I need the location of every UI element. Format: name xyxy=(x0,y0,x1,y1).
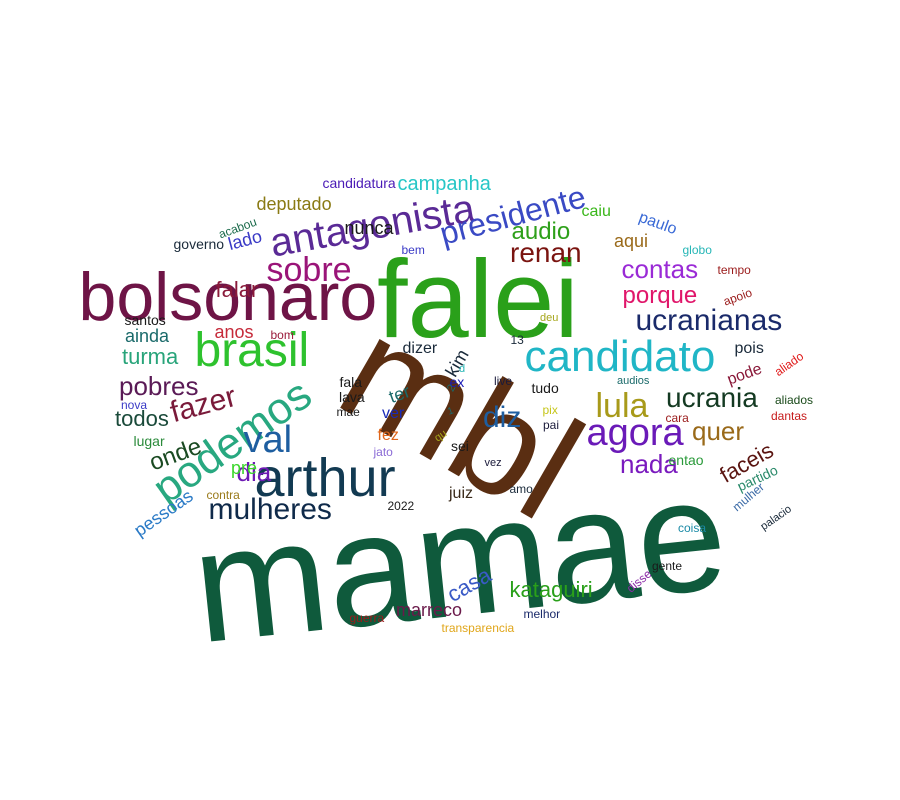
cloud-word: diz xyxy=(483,401,522,434)
cloud-word: d xyxy=(459,362,466,375)
cloud-word: campanha xyxy=(397,173,491,195)
cloud-word: falei xyxy=(377,238,579,361)
cloud-word: renan xyxy=(510,237,582,268)
cloud-word: ucrania xyxy=(666,382,758,413)
cloud-word: aqui xyxy=(614,231,649,251)
cloud-word: 2022 xyxy=(387,499,415,513)
cloud-word: brasil xyxy=(194,324,310,377)
cloud-word: pix xyxy=(542,403,558,417)
cloud-word: dantas xyxy=(771,409,808,423)
cloud-word: turma xyxy=(122,344,179,369)
cloud-word: live xyxy=(494,374,513,388)
cloud-word: jato xyxy=(373,445,393,459)
cloud-word: amo xyxy=(509,482,533,496)
cloud-word: mulheres xyxy=(208,493,332,526)
cloud-word: bolsonaro xyxy=(78,259,378,335)
cloud-word: ex xyxy=(449,374,465,390)
cloud-word: tudo xyxy=(531,380,559,396)
cloud-word: todos xyxy=(115,406,169,431)
cloud-word: val xyxy=(243,419,293,461)
cloud-word: quer xyxy=(692,416,745,446)
cloud-word: gente xyxy=(652,559,683,573)
cloud-word: bom xyxy=(270,328,294,342)
cloud-word: melhor xyxy=(523,607,561,621)
cloud-word: audios xyxy=(617,374,650,387)
cloud-word: bem xyxy=(401,243,425,257)
cloud-word: transparencia xyxy=(441,621,515,635)
cloud-word: fala xyxy=(339,374,363,390)
cloud-word: lula xyxy=(595,387,649,425)
cloud-word: entao xyxy=(668,452,704,468)
cloud-word: falar xyxy=(215,277,259,302)
cloud-word: agora xyxy=(586,412,684,454)
cloud-word: pre xyxy=(231,458,258,478)
cloud-word: aliados xyxy=(775,393,814,407)
cloud-word: juiz xyxy=(449,485,474,502)
cloud-word: sobre xyxy=(266,251,352,289)
cloud-word: pois xyxy=(734,340,764,357)
cloud-word: audio xyxy=(511,218,571,245)
cloud-word: ucranianas xyxy=(635,304,783,337)
cloud-word: lugar xyxy=(133,433,165,449)
cloud-word: coisa xyxy=(678,521,707,535)
cloud-word: contra xyxy=(206,488,240,502)
cloud-word: cara xyxy=(665,411,689,425)
cloud-word: palacio xyxy=(757,502,794,533)
cloud-word: tempo xyxy=(717,263,751,277)
cloud-word: contas xyxy=(621,254,699,284)
cloud-word: mae xyxy=(336,405,360,419)
cloud-word: guerra xyxy=(349,611,385,625)
cloud-word: globo xyxy=(682,243,712,257)
cloud-word: arthur xyxy=(254,448,396,508)
cloud-word: ainda xyxy=(125,326,170,346)
cloud-word: lava xyxy=(339,389,365,405)
cloud-word: pobres xyxy=(119,371,199,401)
cloud-word: fez xyxy=(377,427,399,444)
cloud-word: deu xyxy=(540,311,559,324)
cloud-word: nada xyxy=(620,449,678,479)
cloud-word: nova xyxy=(121,398,148,412)
cloud-word: 13 xyxy=(510,333,524,347)
cloud-word: santos xyxy=(124,312,166,328)
cloud-word: kataguiri xyxy=(509,577,593,602)
cloud-word: candidato xyxy=(524,332,716,381)
cloud-word: deputado xyxy=(256,194,332,214)
cloud-word: dia xyxy=(236,457,272,487)
cloud-word: caiu xyxy=(581,203,611,220)
cloud-word: aliado xyxy=(771,349,807,379)
cloud-word: dizer xyxy=(402,340,438,357)
cloud-word: marreco xyxy=(396,600,463,620)
cloud-word: ver xyxy=(382,405,405,422)
cloud-word: anos xyxy=(214,322,254,342)
cloud-word: vez xyxy=(484,456,502,469)
cloud-word: nunca xyxy=(344,218,394,238)
cloud-word: governo xyxy=(173,236,225,252)
cloud-word: pai xyxy=(543,418,560,432)
cloud-word: sei xyxy=(451,438,469,454)
cloud-word: candidatura xyxy=(322,175,396,191)
cloud-word: porque xyxy=(622,282,698,309)
